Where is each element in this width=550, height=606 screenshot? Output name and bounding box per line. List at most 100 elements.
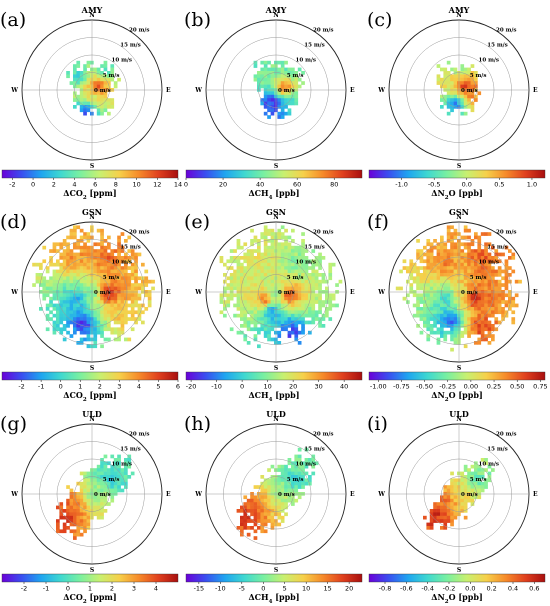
wind-cell xyxy=(463,262,468,267)
wind-cell xyxy=(270,303,275,308)
wind-cell xyxy=(277,485,282,489)
wind-cell xyxy=(467,67,471,72)
wind-cell xyxy=(270,256,275,260)
wind-cell xyxy=(450,478,454,483)
wind-cell xyxy=(429,252,434,257)
wind-cell xyxy=(73,77,77,82)
wind-cell xyxy=(474,300,478,304)
wind-cell xyxy=(93,283,98,287)
wind-cell xyxy=(443,74,448,79)
wind-cell xyxy=(96,67,101,72)
wind-cell xyxy=(318,307,322,311)
wind-cell xyxy=(487,242,492,247)
wind-cell xyxy=(233,286,237,291)
wind-cell xyxy=(301,303,305,308)
wind-cell xyxy=(423,266,427,270)
wind-cell xyxy=(117,307,121,311)
wind-cell xyxy=(83,235,87,240)
wind-cell xyxy=(260,303,265,308)
wind-cell xyxy=(103,273,108,277)
wind-cell xyxy=(93,77,98,82)
wind-cell xyxy=(141,286,145,291)
wind-cell xyxy=(270,337,275,342)
wind-cell xyxy=(250,228,254,233)
wind-cell xyxy=(443,320,448,325)
wind-cell xyxy=(480,286,485,291)
wind-cell xyxy=(76,239,81,243)
wind-cell xyxy=(412,262,417,267)
wind-cell xyxy=(96,111,101,116)
wind-cell xyxy=(460,300,465,304)
wind-cell xyxy=(117,303,121,308)
wind-cell xyxy=(497,310,502,315)
wind-cell xyxy=(260,512,265,517)
wind-cell xyxy=(284,77,288,82)
wind-cell xyxy=(263,84,268,89)
ring-label: 0 m/s xyxy=(278,88,295,94)
wind-cell xyxy=(467,475,471,479)
wind-cell xyxy=(284,300,288,304)
wind-cell xyxy=(508,293,512,298)
wind-cell xyxy=(308,293,312,298)
wind-cell xyxy=(103,464,108,469)
wind-cell xyxy=(117,262,121,267)
wind-cell xyxy=(311,300,316,304)
wind-cell xyxy=(474,256,478,260)
wind-cell xyxy=(96,105,101,109)
wind-cell xyxy=(76,303,81,308)
wind-cell xyxy=(59,296,64,301)
wind-cell xyxy=(100,286,104,291)
wind-cell xyxy=(83,526,87,530)
wind-cell xyxy=(76,245,81,250)
wind-cell xyxy=(260,81,265,85)
wind-cell xyxy=(291,249,295,253)
wind-cell xyxy=(250,303,254,308)
wind-cell xyxy=(226,266,231,270)
wind-cell xyxy=(270,505,275,510)
wind-cell xyxy=(443,94,448,99)
wind-cell xyxy=(103,74,108,79)
wind-cell xyxy=(73,310,77,315)
wind-cell xyxy=(440,310,444,315)
wind-cell xyxy=(73,532,77,537)
wind-cell xyxy=(73,283,77,287)
wind-cell xyxy=(429,296,434,301)
wind-cell xyxy=(314,317,319,321)
wind-cell xyxy=(260,71,265,75)
wind-cell xyxy=(508,307,512,311)
wind-cell xyxy=(484,327,488,332)
wind-cell xyxy=(284,259,288,264)
wind-cell xyxy=(49,303,53,308)
wind-cell xyxy=(223,293,227,298)
wind-cell xyxy=(93,481,98,486)
wind-cell xyxy=(79,320,84,325)
wind-cell xyxy=(260,84,265,89)
wind-cell xyxy=(229,266,234,270)
wind-cell xyxy=(246,505,251,510)
wind-cell xyxy=(113,320,118,325)
wind-cell xyxy=(484,259,488,264)
wind-cell xyxy=(130,286,135,291)
wind-cell xyxy=(446,111,451,116)
wind-cell xyxy=(504,273,509,277)
wind-cell xyxy=(86,324,91,328)
wind-cell xyxy=(436,519,441,523)
wind-cell xyxy=(250,502,254,506)
wind-cell xyxy=(144,293,149,298)
wind-cell xyxy=(491,310,495,315)
wind-cell xyxy=(467,485,471,489)
wind-cell xyxy=(284,481,288,486)
wind-cell xyxy=(263,515,268,520)
wind-cell xyxy=(460,317,465,321)
wind-cell xyxy=(460,64,465,68)
wind-cell xyxy=(127,283,132,287)
wind-cell xyxy=(474,74,478,79)
wind-cell xyxy=(117,286,121,291)
wind-cell xyxy=(257,266,261,270)
wind-cell xyxy=(103,64,108,68)
wind-cell xyxy=(86,108,91,113)
wind-cell xyxy=(49,283,53,287)
wind-cell xyxy=(267,249,271,253)
wind-cell xyxy=(477,485,482,489)
wind-cell xyxy=(446,94,451,99)
